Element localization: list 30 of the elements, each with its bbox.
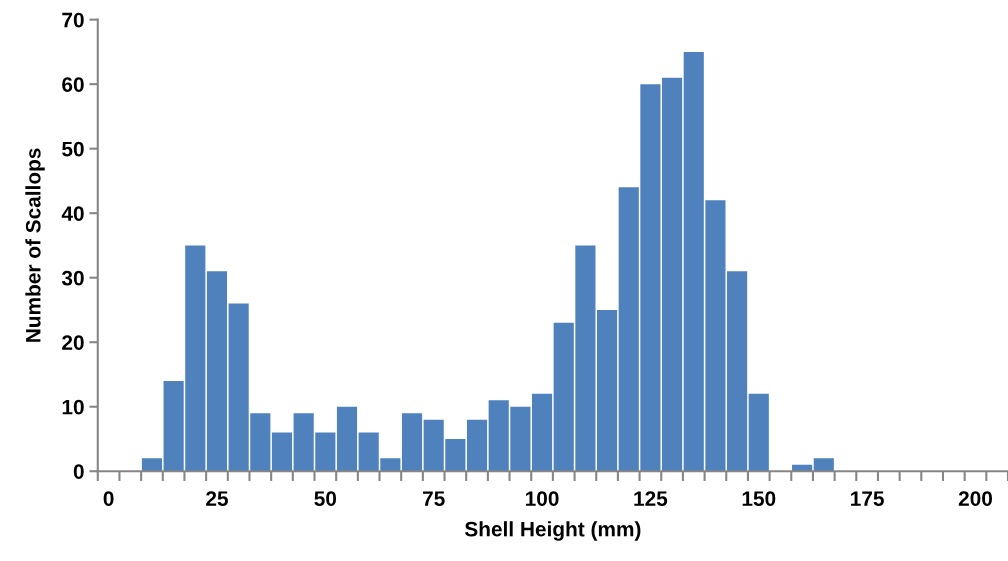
y-tick-label: 50 xyxy=(62,141,84,157)
y-tick-label: 20 xyxy=(62,335,84,350)
y-tick-label: 0 xyxy=(73,464,84,479)
x-tick-label: 125 xyxy=(634,491,668,506)
bar xyxy=(336,406,358,472)
bar xyxy=(141,458,163,472)
bar xyxy=(813,458,834,472)
bar xyxy=(466,419,488,472)
y-tick-label: 40 xyxy=(61,206,84,221)
x-tick-label: 175 xyxy=(851,491,884,506)
x-tick-label: 200 xyxy=(958,491,993,506)
x-tick-label: 100 xyxy=(525,491,559,506)
bar xyxy=(271,432,293,472)
bar xyxy=(748,393,769,472)
bar xyxy=(596,309,618,472)
bar xyxy=(401,413,423,472)
x-axis-title: Shell Height (mm) xyxy=(464,521,641,541)
bar xyxy=(206,271,228,472)
x-tick-label: 75 xyxy=(423,491,445,506)
y-tick-label: 60 xyxy=(62,77,84,92)
y-tick-label: 10 xyxy=(62,399,84,415)
bar xyxy=(662,77,683,472)
y-tick-label: 70 xyxy=(62,12,84,28)
x-tick-label: 150 xyxy=(742,491,776,506)
x-tick-label: 50 xyxy=(314,491,337,506)
bar xyxy=(531,393,553,472)
x-tick-label: 0 xyxy=(103,491,114,506)
x-tick-label: 25 xyxy=(206,491,228,506)
y-tick-label: 30 xyxy=(61,270,84,286)
y-axis-title: Number of Scallops xyxy=(25,148,45,342)
